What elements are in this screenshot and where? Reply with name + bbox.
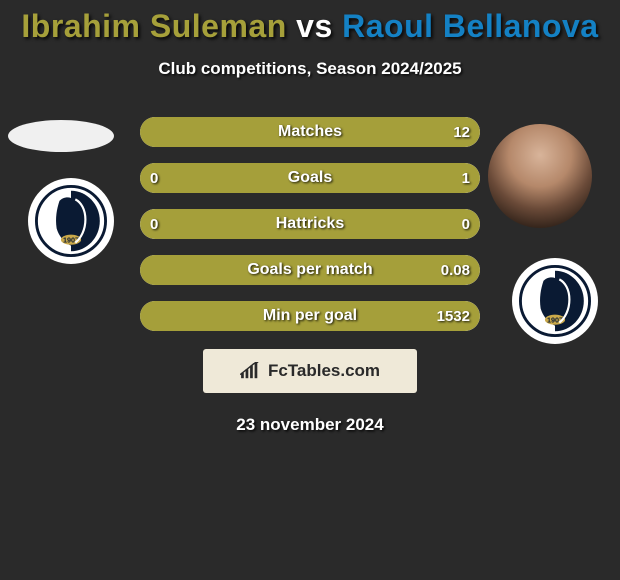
atalanta-logo-icon: 1907 [35,185,107,257]
bar-right-fill [140,117,480,147]
bar-right-value: 1 [462,163,470,193]
bar-left-fill [140,209,310,239]
date: 23 november 2024 [0,415,620,435]
player2-name: Raoul Bellanova [342,8,598,44]
atalanta-logo-icon: 1907 [519,265,591,337]
bar-right-value: 1532 [437,301,470,331]
bar-left-value: 0 [150,163,158,193]
subtitle: Club competitions, Season 2024/2025 [0,59,620,79]
vs-text: vs [287,8,342,44]
player2-club-badge: 1907 [512,258,598,344]
bar-right-fill [140,163,480,193]
watermark-text: FcTables.com [268,361,380,381]
player1-club-badge: 1907 [28,178,114,264]
player1-name: Ibrahim Suleman [21,8,286,44]
bar-right-value: 0.08 [441,255,470,285]
stat-bar: 1532Min per goal [140,301,480,331]
player2-photo [488,124,592,228]
bar-right-fill [140,255,480,285]
bar-right-fill [140,301,480,331]
bar-right-value: 0 [462,209,470,239]
comparison-title: Ibrahim Suleman vs Raoul Bellanova [0,0,620,45]
stat-bar: 12Matches [140,117,480,147]
stat-bar: 00Hattricks [140,209,480,239]
watermark: FcTables.com [203,349,417,393]
stat-bar: 01Goals [140,163,480,193]
bar-right-value: 12 [453,117,470,147]
bar-chart-icon [240,362,262,380]
stat-bar: 0.08Goals per match [140,255,480,285]
player1-photo [8,120,114,152]
bar-left-value: 0 [150,209,158,239]
bar-right-fill [310,209,480,239]
